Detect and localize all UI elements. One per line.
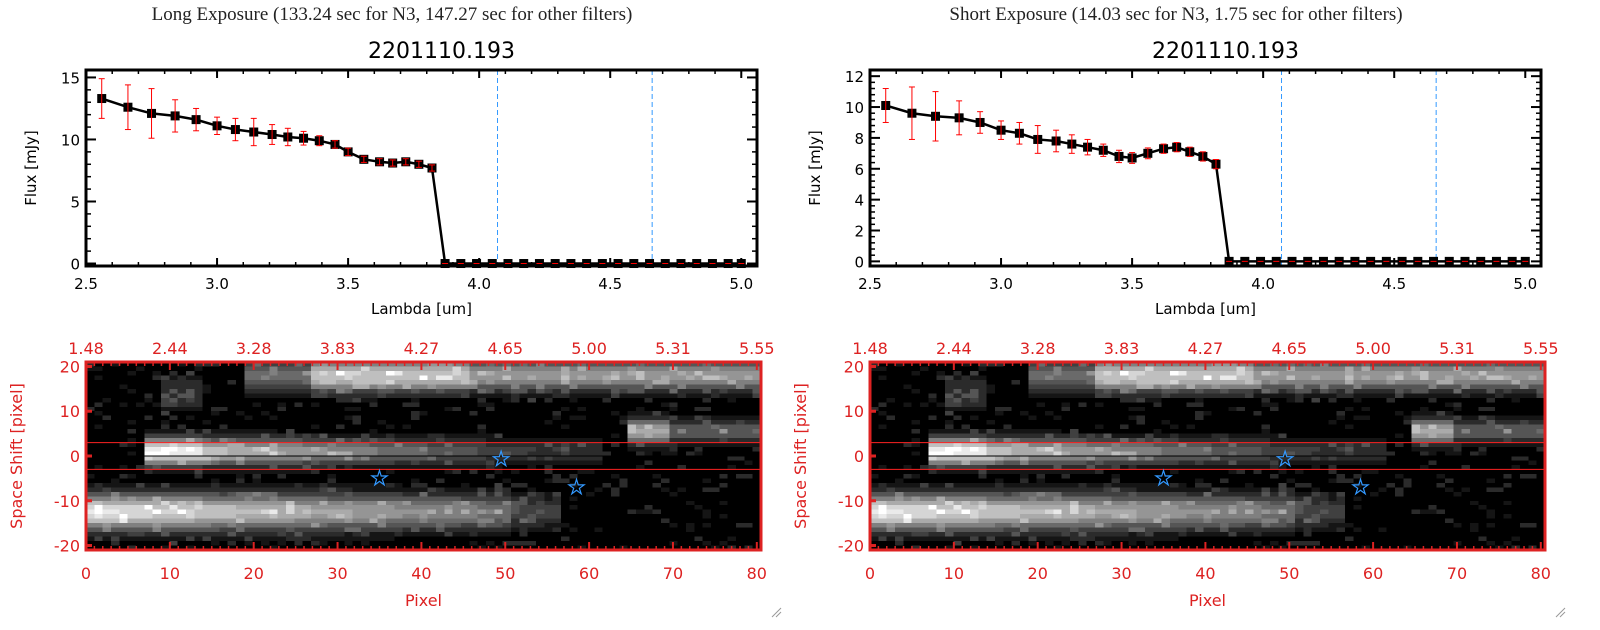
star-marker-icon xyxy=(1275,449,1295,468)
x-tick-label: 60 xyxy=(579,564,599,583)
y-axis-label: Flux [mJy] xyxy=(22,130,40,206)
top-wavelength-tick-label: 5.31 xyxy=(655,339,691,358)
top-wavelength-tick-label: 1.48 xyxy=(68,339,104,358)
y-tick-label: 20 xyxy=(844,357,864,376)
panel-title-long: Long Exposure (133.24 sec for N3, 147.27… xyxy=(151,4,633,25)
y-tick-label: 10 xyxy=(844,402,864,421)
x-tick-label: 2.5 xyxy=(858,275,882,293)
y-axis-label: Space Shift [pixel] xyxy=(791,383,810,529)
spectrum-axes-frame xyxy=(868,68,1543,268)
y-tick-label: -10 xyxy=(54,492,80,511)
top-wavelength-tick-label: 4.27 xyxy=(404,339,440,358)
y-tick-label: -20 xyxy=(838,537,864,556)
y-tick-label: 0 xyxy=(854,253,864,271)
x-tick-label: 10 xyxy=(160,564,180,583)
x-tick-label: 70 xyxy=(1447,564,1467,583)
x-tick-label: 20 xyxy=(1028,564,1048,583)
x-axis-label: Pixel xyxy=(405,591,442,610)
top-wavelength-tick-label: 2.44 xyxy=(936,339,972,358)
top-wavelength-tick-label: 3.28 xyxy=(236,339,272,358)
y-tick-label: 10 xyxy=(61,131,80,149)
top-wavelength-tick-label: 5.55 xyxy=(739,339,775,358)
x-tick-label: 5.0 xyxy=(729,275,753,293)
star-marker-icon xyxy=(567,477,586,496)
y-tick-label: 2 xyxy=(854,223,864,241)
x-tick-label: 30 xyxy=(1111,564,1131,583)
x-tick-label: 0 xyxy=(81,564,91,583)
x-tick-label: 4.0 xyxy=(467,275,491,293)
y-tick-label: -20 xyxy=(54,537,80,556)
top-wavelength-tick-label: 3.83 xyxy=(1104,339,1140,358)
top-wavelength-tick-label: 5.31 xyxy=(1439,339,1475,358)
x-tick-label: 4.0 xyxy=(1251,275,1275,293)
y-tick-label: 15 xyxy=(61,69,80,87)
star-marker-icon xyxy=(1351,477,1370,496)
x-tick-label: 0 xyxy=(865,564,875,583)
x-tick-label: 50 xyxy=(495,564,515,583)
top-wavelength-tick-label: 5.00 xyxy=(1355,339,1391,358)
y-tick-label: 6 xyxy=(854,161,864,179)
x-tick-label: 4.5 xyxy=(598,275,622,293)
panel-title-short: Short Exposure (14.03 sec for N3, 1.75 s… xyxy=(949,4,1403,25)
y-tick-label: 0 xyxy=(854,447,864,466)
top-wavelength-tick-label: 1.48 xyxy=(852,339,888,358)
x-tick-label: 50 xyxy=(1279,564,1299,583)
x-tick-label: 2.5 xyxy=(74,275,98,293)
x-tick-label: 4.5 xyxy=(1382,275,1406,293)
y-tick-label: 8 xyxy=(854,130,864,148)
y-axis-label: Space Shift [pixel] xyxy=(7,383,26,529)
x-tick-label: 3.5 xyxy=(336,275,360,293)
top-wavelength-tick-label: 2.44 xyxy=(152,339,188,358)
spectrum-axes-frame xyxy=(84,68,759,268)
star-marker-icon xyxy=(370,468,390,487)
top-wavelength-tick-label: 5.00 xyxy=(571,339,607,358)
x-tick-label: 3.0 xyxy=(989,275,1013,293)
series-line xyxy=(885,104,1526,263)
y-tick-label: 12 xyxy=(845,68,864,86)
y-tick-label: 5 xyxy=(70,193,80,211)
top-wavelength-tick-label: 3.28 xyxy=(1020,339,1056,358)
x-tick-label: 10 xyxy=(944,564,964,583)
y-tick-label: 0 xyxy=(70,447,80,466)
top-wavelength-tick-label: 3.83 xyxy=(320,339,356,358)
x-tick-label: 5.0 xyxy=(1513,275,1537,293)
y-tick-label: 0 xyxy=(70,256,80,274)
star-marker-icon xyxy=(491,449,511,468)
x-axis-label: Pixel xyxy=(1189,591,1226,610)
star-marker-icon xyxy=(1154,468,1174,487)
top-wavelength-tick-label: 4.65 xyxy=(487,339,523,358)
x-axis-label: Lambda [um] xyxy=(1155,300,1256,318)
series-line xyxy=(101,97,742,265)
y-tick-label: -10 xyxy=(838,492,864,511)
x-tick-label: 80 xyxy=(1531,564,1551,583)
x-tick-label: 3.5 xyxy=(1120,275,1144,293)
x-tick-label: 80 xyxy=(747,564,767,583)
x-tick-label: 3.0 xyxy=(205,275,229,293)
x-axis-label: Lambda [um] xyxy=(371,300,472,318)
resize-grip-icon[interactable] xyxy=(1554,606,1566,618)
top-wavelength-tick-label: 4.65 xyxy=(1271,339,1307,358)
top-wavelength-tick-label: 4.27 xyxy=(1188,339,1224,358)
spectrum-title: 2201110.193 xyxy=(1152,39,1299,64)
y-tick-label: 10 xyxy=(845,99,864,117)
x-tick-label: 40 xyxy=(1195,564,1215,583)
y-tick-label: 20 xyxy=(60,357,80,376)
x-tick-label: 30 xyxy=(327,564,347,583)
y-tick-label: 10 xyxy=(60,402,80,421)
spectrum-title: 2201110.193 xyxy=(368,39,515,64)
x-tick-label: 70 xyxy=(663,564,683,583)
x-tick-label: 20 xyxy=(244,564,264,583)
y-axis-label: Flux [mJy] xyxy=(806,130,824,206)
resize-grip-icon[interactable] xyxy=(770,606,782,618)
x-tick-label: 60 xyxy=(1363,564,1383,583)
y-tick-label: 4 xyxy=(854,192,864,210)
x-tick-label: 40 xyxy=(411,564,431,583)
top-wavelength-tick-label: 5.55 xyxy=(1523,339,1559,358)
